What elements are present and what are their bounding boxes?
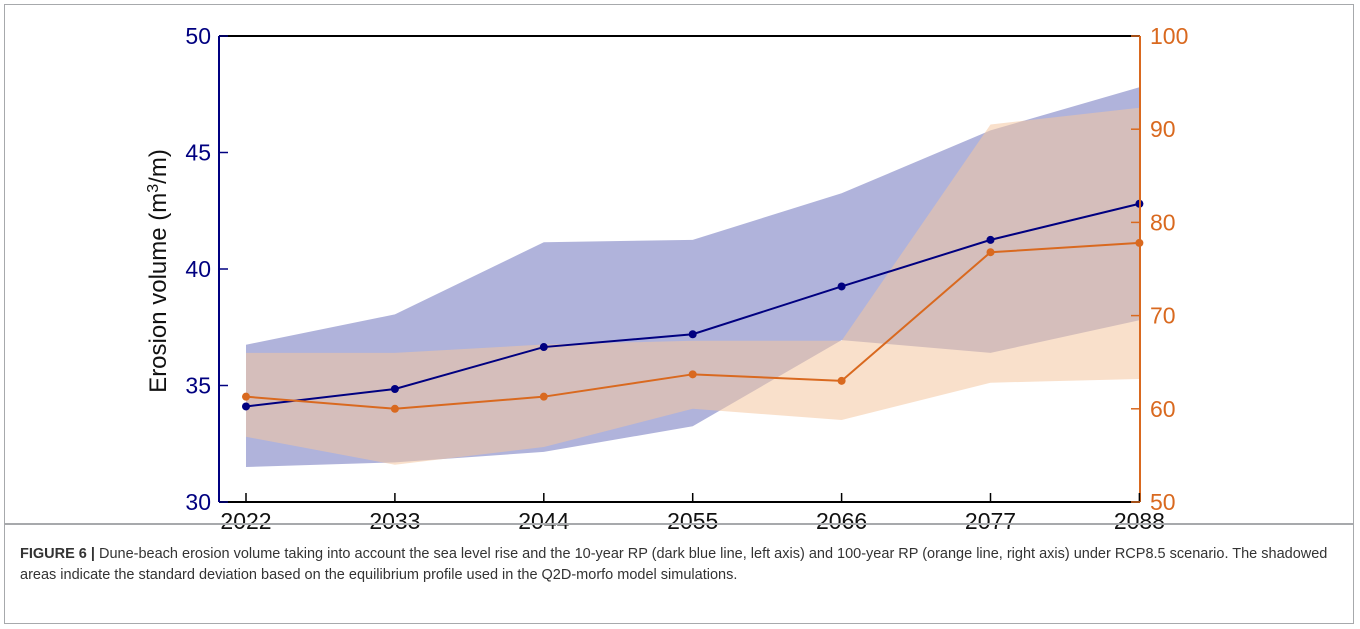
x-tick-label-2033: 2033 [369,508,420,529]
figure-frame [4,4,1354,624]
x-tick-label-2022: 2022 [220,508,271,529]
left-y-tick-label-30: 30 [185,489,211,515]
right-y-tick-label-90: 90 [1150,116,1176,142]
x-tick-label-2044: 2044 [518,508,569,529]
right-y-tick-label-80: 80 [1150,209,1176,235]
data-point-left-2077 [986,235,995,244]
data-point-left-2066 [837,282,846,291]
figure-caption: FIGURE 6 | Dune-beach erosion volume tak… [20,544,1340,586]
data-point-left-2033 [390,384,399,393]
data-point-right-2022 [242,392,250,401]
data-point-right-2066 [837,376,846,385]
right-y-tick-label-60: 60 [1150,396,1176,422]
data-point-right-2033 [390,404,399,413]
band-right-axis [246,107,1140,465]
series-lines [242,199,1144,413]
data-point-right-2044 [539,392,548,401]
right-y-tick-label-100: 100 [1150,23,1188,49]
x-tick-label-2077: 2077 [965,508,1016,529]
erosion-volume-chart: 2022 2033 2044 2055 2066 2077 2088303540455050… [145,23,1189,529]
data-point-left-2022 [242,402,250,411]
caption-text: Dune-beach erosion volume taking into ac… [20,546,1328,583]
left-y-tick-label-45: 45 [185,140,211,166]
right-y-tick-label-70: 70 [1150,303,1176,329]
data-point-left-2055 [688,330,697,339]
left-y-tick-label-40: 40 [185,256,211,282]
data-point-right-2055 [688,370,697,379]
right-y-tick-label-50: 50 [1150,489,1176,515]
y-axis-label: Erosion volume (m3/m) [145,149,173,393]
x-tick-label-2055: 2055 [667,508,718,529]
uncertainty-bands [246,87,1140,468]
left-y-tick-label-50: 50 [185,23,211,49]
caption-divider [4,523,1354,525]
x-tick-label-2066: 2066 [816,508,867,529]
data-point-left-2044 [539,343,548,352]
caption-label: FIGURE 6 | [20,546,95,562]
left-y-tick-label-35: 35 [185,373,211,399]
data-point-right-2077 [986,248,995,257]
